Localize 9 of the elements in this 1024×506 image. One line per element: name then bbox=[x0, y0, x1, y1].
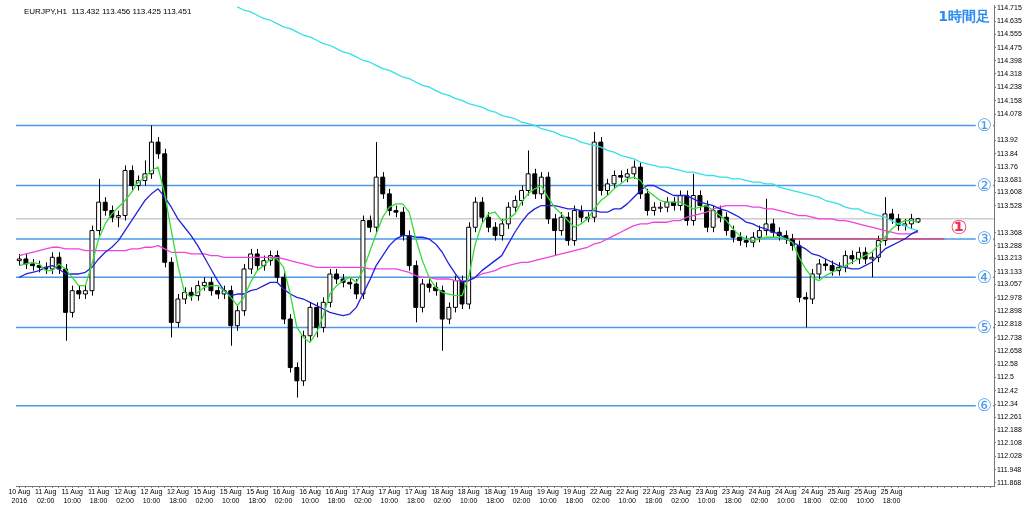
ref-line-label: ④ bbox=[976, 266, 992, 287]
series-label: ① bbox=[950, 215, 968, 240]
chart-title: EURJPY,H1 113.432 113.456 113.425 113.451 bbox=[24, 7, 192, 17]
ref-line-label: ⑤ bbox=[976, 316, 992, 337]
ref-line-label: ⑥ bbox=[976, 395, 992, 416]
annotation: 1時間足 bbox=[938, 7, 990, 24]
ref-line-label: ③ bbox=[976, 228, 992, 249]
ref-line-label: ② bbox=[976, 174, 992, 195]
ref-line-label: ① bbox=[976, 114, 992, 135]
